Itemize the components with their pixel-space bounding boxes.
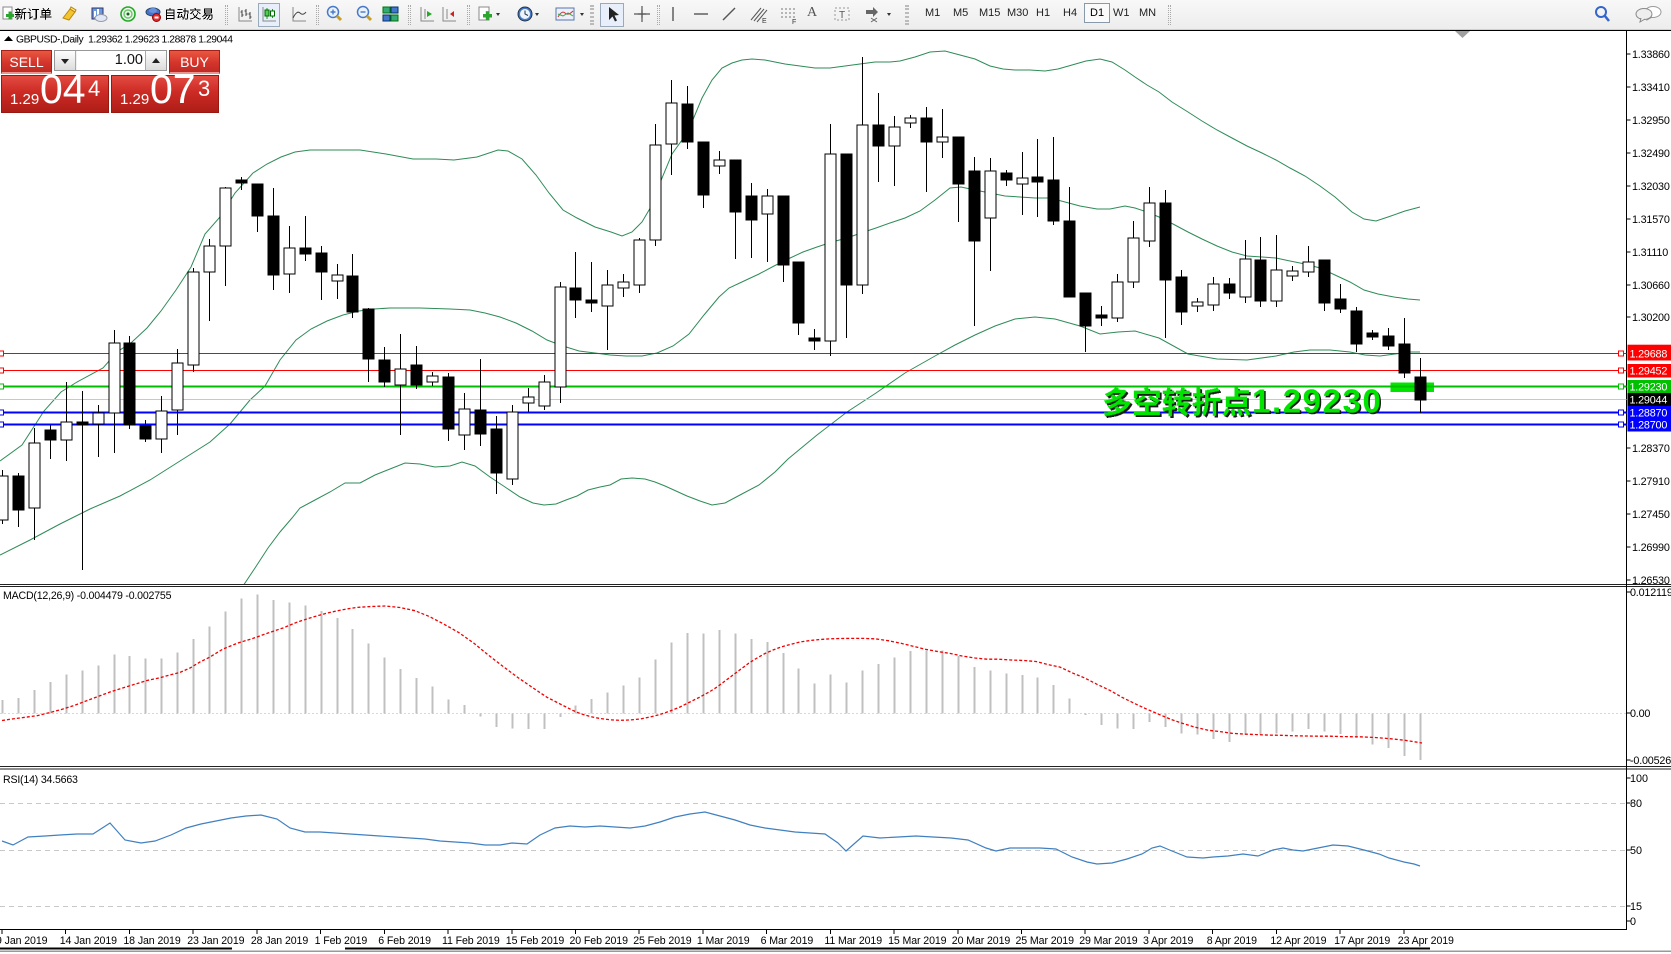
svg-text:15 Mar 2019: 15 Mar 2019 — [888, 935, 947, 947]
svg-text:1.27450: 1.27450 — [1632, 509, 1670, 521]
svg-text:1.32490: 1.32490 — [1632, 148, 1670, 160]
svg-text:1.32950: 1.32950 — [1632, 115, 1670, 127]
svg-text:23 Apr 2019: 23 Apr 2019 — [1398, 935, 1454, 947]
svg-text:3 Apr 2019: 3 Apr 2019 — [1143, 935, 1193, 947]
svg-text:1.33410: 1.33410 — [1632, 82, 1670, 94]
svg-text:29 Mar 2019: 29 Mar 2019 — [1079, 935, 1138, 947]
svg-text:25 Feb 2019: 25 Feb 2019 — [633, 935, 692, 947]
svg-text:1.29230: 1.29230 — [1254, 384, 1385, 421]
svg-text:1.29044: 1.29044 — [1630, 395, 1668, 407]
svg-text:50: 50 — [1630, 845, 1642, 857]
svg-text:1.26530: 1.26530 — [1632, 575, 1670, 587]
svg-text:1 Mar 2019: 1 Mar 2019 — [697, 935, 750, 947]
svg-text:1.30660: 1.30660 — [1632, 280, 1670, 292]
svg-text:1.29230: 1.29230 — [1252, 382, 1383, 419]
svg-text:1.31110: 1.31110 — [1632, 247, 1668, 259]
svg-text:0.012119: 0.012119 — [1630, 587, 1671, 599]
svg-text:1.28870: 1.28870 — [1630, 408, 1668, 420]
svg-text:11 Mar 2019: 11 Mar 2019 — [824, 935, 882, 947]
svg-text:23 Jan 2019: 23 Jan 2019 — [187, 935, 244, 947]
svg-text:1.28370: 1.28370 — [1632, 443, 1670, 455]
svg-text:15: 15 — [1630, 901, 1642, 913]
svg-text:6 Feb 2019: 6 Feb 2019 — [378, 935, 431, 947]
svg-text:1.29230: 1.29230 — [1630, 382, 1668, 394]
svg-text:15 Feb 2019: 15 Feb 2019 — [506, 935, 565, 947]
svg-text:9 Jan 2019: 9 Jan 2019 — [0, 935, 48, 947]
svg-text:12 Apr 2019: 12 Apr 2019 — [1270, 935, 1326, 947]
svg-text:18 Jan 2019: 18 Jan 2019 — [123, 935, 180, 947]
svg-text:1 Feb 2019: 1 Feb 2019 — [315, 935, 368, 947]
svg-text:GBPUSD-,Daily 1.29362 1.29623: GBPUSD-,Daily 1.29362 1.29623 1.28878 1.… — [16, 35, 233, 46]
svg-text:20 Feb 2019: 20 Feb 2019 — [570, 935, 629, 947]
svg-text:28 Jan 2019: 28 Jan 2019 — [251, 935, 308, 947]
svg-text:8 Apr 2019: 8 Apr 2019 — [1207, 935, 1257, 947]
svg-text:100: 100 — [1630, 773, 1648, 785]
svg-text:F: F — [792, 19, 796, 26]
svg-text:-0.005269: -0.005269 — [1630, 755, 1671, 767]
svg-text:1.31570: 1.31570 — [1632, 214, 1670, 226]
svg-text:11 Feb 2019: 11 Feb 2019 — [442, 935, 500, 947]
svg-text:E: E — [762, 18, 767, 25]
svg-text:20 Mar 2019: 20 Mar 2019 — [952, 935, 1011, 947]
svg-text:0.00: 0.00 — [1630, 708, 1650, 720]
svg-text:1.29688: 1.29688 — [1630, 349, 1668, 361]
svg-text:6 Mar 2019: 6 Mar 2019 — [761, 935, 814, 947]
svg-text:1.33860: 1.33860 — [1632, 49, 1670, 61]
svg-text:1.32030: 1.32030 — [1632, 181, 1670, 193]
svg-text:1.30200: 1.30200 — [1632, 312, 1670, 324]
svg-text:17 Apr 2019: 17 Apr 2019 — [1334, 935, 1390, 947]
svg-text:RSI(14) 34.5663: RSI(14) 34.5663 — [3, 774, 78, 786]
svg-text:1.26990: 1.26990 — [1632, 542, 1670, 554]
svg-text:1.28700: 1.28700 — [1630, 420, 1668, 432]
svg-text:25 Mar 2019: 25 Mar 2019 — [1016, 935, 1075, 947]
svg-text:1.27910: 1.27910 — [1632, 476, 1670, 488]
svg-text:0: 0 — [1630, 916, 1636, 928]
svg-text:MACD(12,26,9) -0.004479 -0.002: MACD(12,26,9) -0.004479 -0.002755 — [3, 590, 172, 602]
svg-text:T: T — [839, 10, 845, 21]
svg-text:80: 80 — [1630, 798, 1642, 810]
svg-text:1.29452: 1.29452 — [1630, 366, 1668, 378]
svg-text:14 Jan 2019: 14 Jan 2019 — [60, 935, 117, 947]
